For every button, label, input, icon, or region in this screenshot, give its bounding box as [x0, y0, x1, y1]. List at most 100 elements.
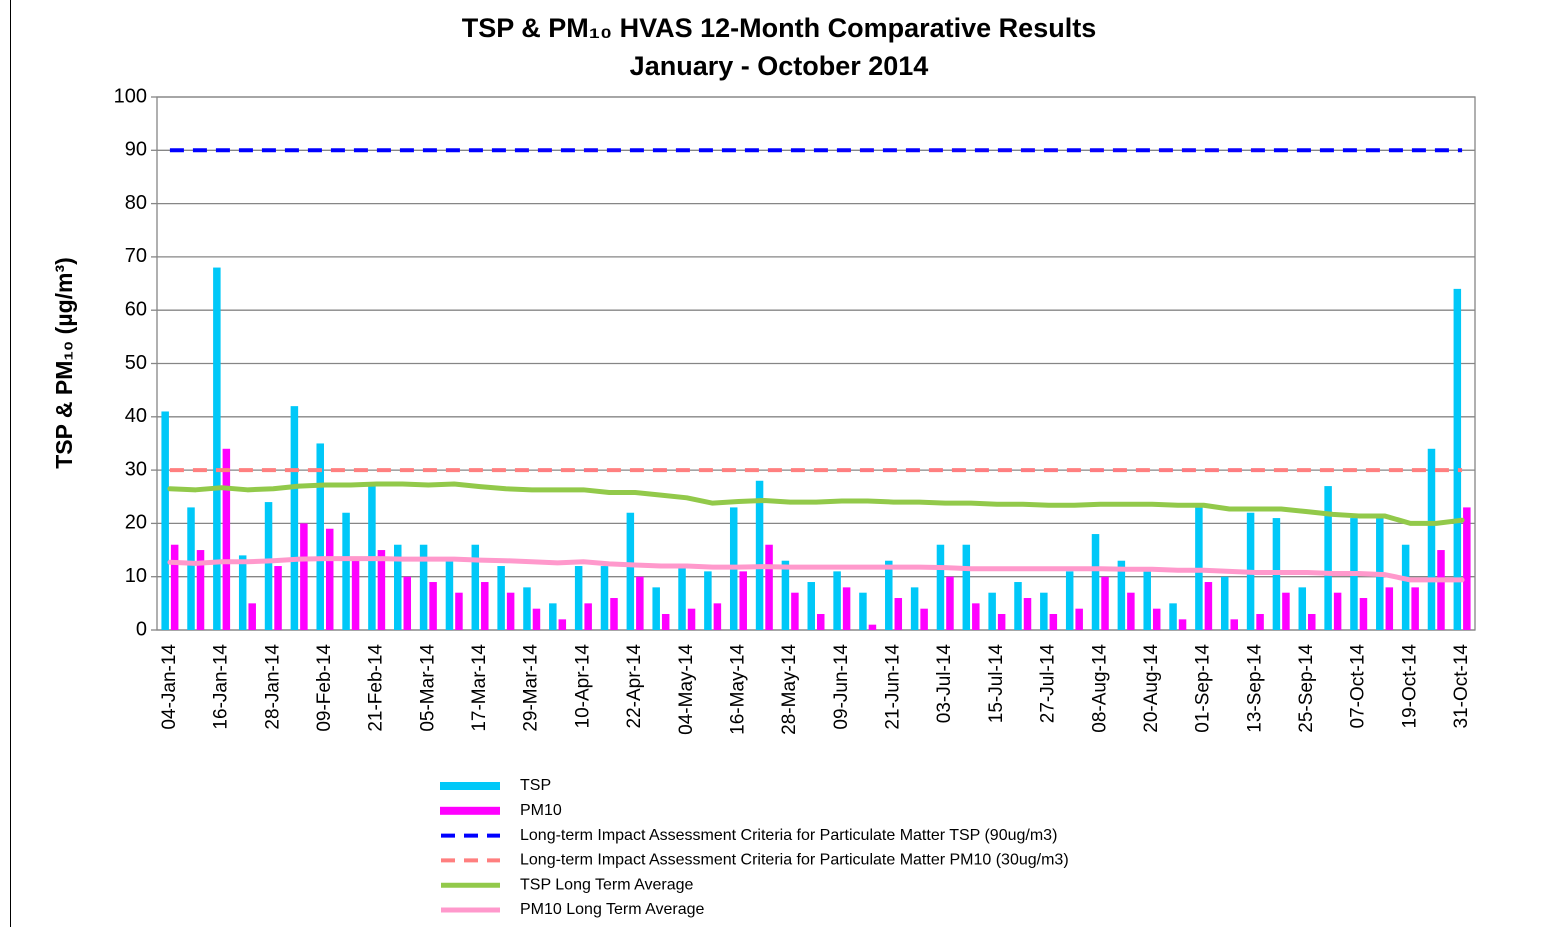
bar [1385, 587, 1394, 630]
x-tick-label: 08-Aug-14 [1089, 644, 1110, 733]
bar [920, 608, 928, 630]
bar [1453, 288, 1462, 630]
bar [972, 603, 980, 630]
y-tick-label: 100 [114, 85, 147, 107]
bar [274, 566, 282, 630]
y-tick-label: 60 [125, 298, 147, 320]
x-tick-label: 28-Jan-14 [262, 644, 283, 730]
bar [523, 587, 531, 630]
x-tick-label: 04-Jan-14 [159, 644, 180, 730]
bar [626, 512, 635, 630]
bar [1298, 587, 1307, 630]
bar [290, 406, 299, 630]
bar [1401, 544, 1410, 630]
bar [455, 592, 463, 630]
bar [652, 587, 660, 630]
bar [574, 566, 583, 630]
bar [549, 603, 557, 630]
x-tick-label: 10-Apr-14 [572, 644, 593, 729]
bar [1178, 619, 1187, 630]
bar [248, 603, 256, 630]
bar [755, 480, 764, 630]
bar [584, 603, 592, 630]
bar [1127, 592, 1135, 630]
bar [300, 523, 308, 630]
x-tick-label: 28-May-14 [779, 644, 800, 735]
bar [1427, 448, 1436, 630]
bar [739, 571, 747, 630]
bar [636, 576, 644, 630]
bar [445, 560, 454, 630]
bar [394, 544, 402, 630]
bar [791, 592, 799, 630]
x-tick-label: 31-Oct-14 [1451, 644, 1472, 729]
bar [833, 571, 841, 630]
x-tick-label: 29-Mar-14 [521, 644, 542, 732]
line [167, 556, 1465, 583]
x-tick-label: 25-Sep-14 [1296, 644, 1317, 733]
bar [946, 576, 954, 630]
bar [885, 560, 893, 630]
bar [316, 443, 324, 630]
legend-label: PM10 Long Term Average [520, 901, 705, 918]
x-tick-label: 21-Feb-14 [366, 644, 387, 732]
bar [351, 560, 360, 630]
x-tick-label: 22-Apr-14 [624, 644, 645, 729]
bar [1065, 571, 1074, 630]
legend-label: TSP [520, 777, 551, 794]
x-tick-label: 17-Mar-14 [469, 644, 490, 732]
bar [1220, 576, 1229, 630]
y-axis-label: TSP & PM₁₀ (µg/m³) [51, 257, 77, 469]
bar [600, 566, 609, 630]
chart-subtitle: January - October 2014 [630, 51, 929, 81]
bar [481, 582, 489, 630]
x-tick-label: 27-Jul-14 [1038, 644, 1059, 724]
x-tick-label: 16-Jan-14 [211, 644, 232, 730]
bar [222, 448, 231, 630]
bar [781, 560, 790, 630]
bar [403, 576, 412, 630]
bar [910, 587, 919, 630]
bar [1359, 598, 1368, 630]
y-tick-label: 10 [125, 565, 147, 587]
bar [161, 411, 169, 630]
y-tick-label: 80 [125, 192, 147, 214]
bar [610, 598, 618, 630]
bar [1169, 603, 1177, 630]
bar [868, 624, 877, 630]
bar [377, 550, 386, 630]
legend-label: PM10 [520, 802, 562, 819]
bar [558, 619, 567, 630]
legend-swatch [440, 782, 500, 790]
x-tick-label: 15-Jul-14 [986, 644, 1007, 724]
legend-label: TSP Long Term Average [520, 876, 694, 893]
bar [325, 528, 334, 630]
bar [1101, 576, 1109, 630]
bar [1023, 598, 1032, 630]
bar [962, 544, 971, 630]
bar [1308, 614, 1316, 630]
bar [471, 544, 480, 630]
x-tick-label: 05-Mar-14 [417, 644, 438, 732]
bar [1333, 592, 1342, 630]
bar [497, 566, 505, 630]
x-tick-label: 04-May-14 [676, 644, 697, 735]
bar [1143, 571, 1151, 630]
line [167, 481, 1465, 526]
x-tick-label: 19-Oct-14 [1399, 644, 1420, 729]
bar [1152, 608, 1161, 630]
bar [238, 555, 247, 630]
bar [506, 592, 515, 630]
chart-title: TSP & PM₁₀ HVAS 12-Month Comparative Res… [462, 13, 1096, 43]
legend-label: Long-term Impact Assessment Criteria for… [520, 852, 1069, 869]
bar [1049, 614, 1058, 630]
bar [988, 592, 996, 630]
y-tick-label: 40 [125, 405, 147, 427]
bar [187, 507, 195, 630]
y-tick-label: 0 [136, 618, 147, 640]
bar [1411, 587, 1419, 630]
bar [1117, 560, 1126, 630]
bar [1282, 592, 1290, 630]
y-tick-label: 30 [125, 458, 147, 480]
bar [713, 603, 722, 630]
